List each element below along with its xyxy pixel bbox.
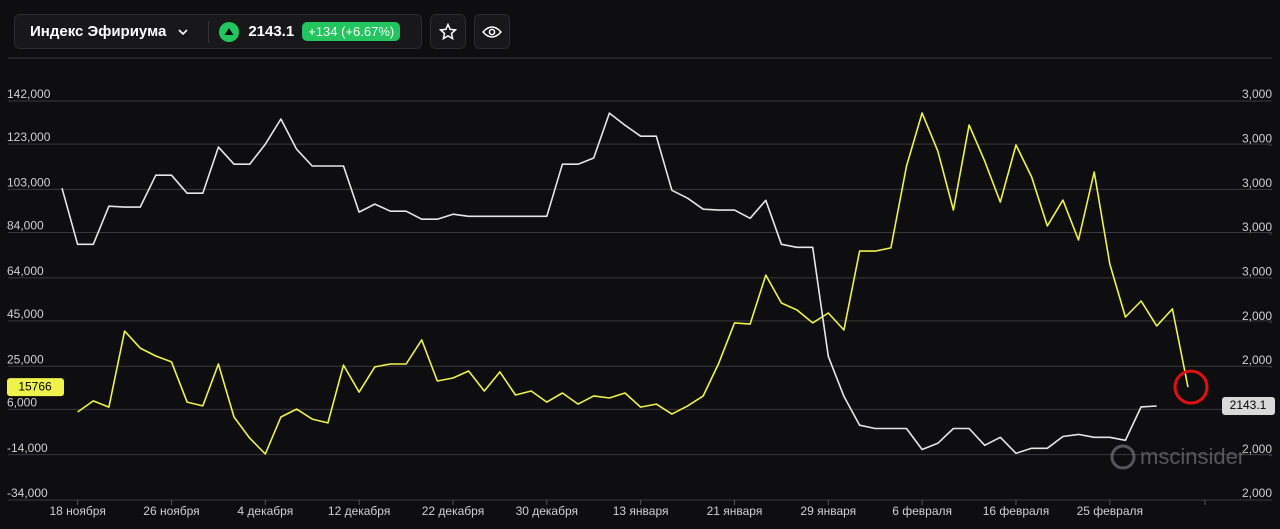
y2-tick-label: 2,000 [1242, 353, 1272, 367]
star-icon [439, 22, 457, 40]
y-tick-label: 123,000 [7, 130, 51, 144]
last-value-box [1222, 396, 1275, 415]
x-tick-label: 21 января [707, 504, 763, 518]
last-value-label: 15766 [18, 379, 52, 393]
y2-tick-label: 3,000 [1242, 176, 1272, 190]
y2-tick-label: 3,000 [1242, 220, 1272, 234]
x-tick-label: 22 декабря [422, 504, 484, 518]
watermark-logo [1110, 444, 1136, 470]
y2-tick-label: 3,000 [1242, 132, 1272, 146]
y-tick-label: 64,000 [7, 264, 44, 278]
watermark: mscinsider [1140, 444, 1245, 469]
x-tick-label: 6 февраля [892, 504, 952, 518]
highlight-circle [1173, 369, 1209, 405]
instrument-bar: Индекс Эфириума 2143.1 +134 (+6.67%) [14, 14, 422, 49]
x-tick-label: 29 января [800, 504, 856, 518]
y2-tick-label: 3,000 [1242, 87, 1272, 101]
x-tick-label: 13 января [613, 504, 669, 518]
y2-tick-label: 3,000 [1242, 265, 1272, 279]
y-tick-label: -34,000 [7, 486, 48, 500]
last-value-box [7, 378, 64, 397]
y2-tick-label: 2,000 [1242, 486, 1272, 500]
y-tick-label: 6,000 [7, 395, 37, 409]
y-tick-label: 25,000 [7, 352, 44, 366]
last-value-label: 2143.1 [1230, 398, 1267, 412]
y-tick-label: -14,000 [7, 441, 48, 455]
eye-icon [482, 25, 502, 38]
price: 2143.1 [248, 23, 295, 40]
x-tick-label: 25 февраля [1077, 504, 1143, 518]
x-tick-label: 30 декабря [516, 504, 578, 518]
series-line [77, 112, 1189, 455]
up-icon [219, 21, 240, 42]
x-tick-label: 18 ноября [49, 504, 105, 518]
x-tick-label: 26 ноября [143, 504, 199, 518]
y2-tick-label: 2,000 [1242, 442, 1272, 456]
instrument-title[interactable]: Индекс Эфириума [30, 23, 167, 40]
x-tick-label: 16 февраля [983, 504, 1049, 518]
eye-button[interactable] [474, 14, 510, 49]
y-tick-label: 45,000 [7, 307, 44, 321]
change-pill: +134 (+6.67%) [302, 22, 401, 41]
x-tick-label: 4 декабря [237, 504, 293, 518]
y-tick-label: 84,000 [7, 219, 44, 233]
x-tick-label: 12 декабря [328, 504, 390, 518]
y-tick-label: 103,000 [7, 176, 51, 190]
y-tick-label: 142,000 [7, 87, 51, 101]
star-button[interactable] [430, 14, 466, 49]
chevron[interactable] [178, 28, 188, 36]
y2-tick-label: 2,000 [1242, 309, 1272, 323]
series-line [61, 112, 1157, 455]
